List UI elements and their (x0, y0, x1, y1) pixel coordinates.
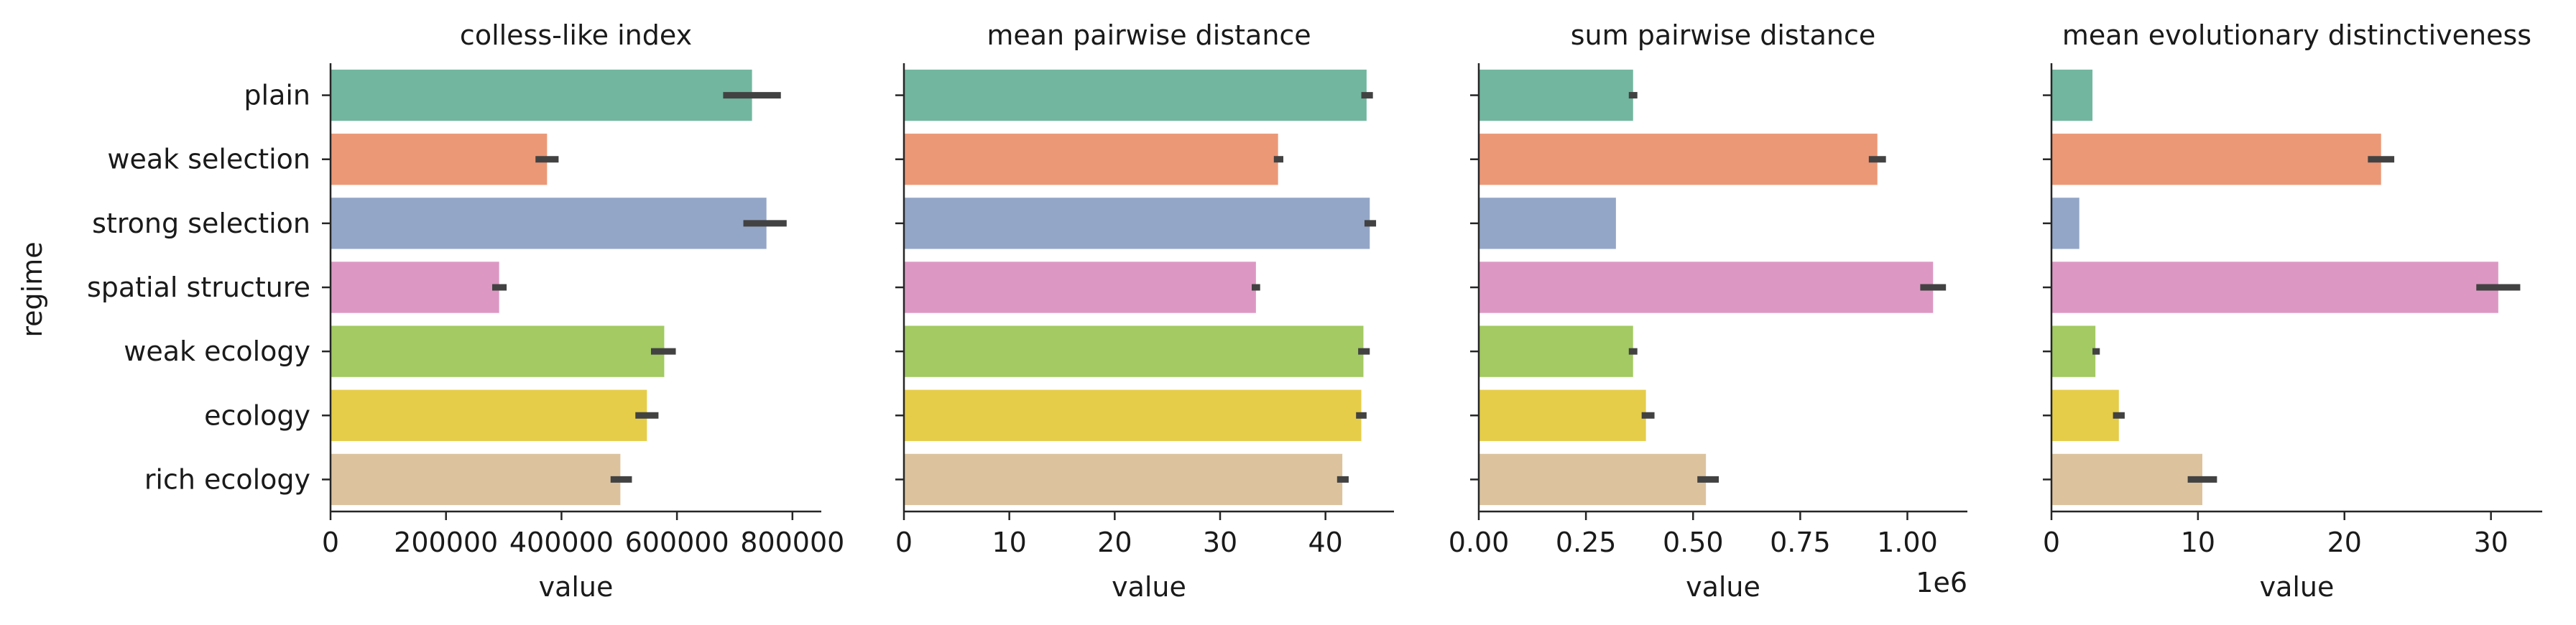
bar (331, 389, 647, 441)
bar (1479, 198, 1616, 249)
bar (2051, 261, 2498, 313)
x-tick-label: 40 (1308, 527, 1342, 558)
x-tick-label: 0.75 (1770, 527, 1831, 558)
y-axis-label: regime (17, 241, 48, 337)
bar (904, 261, 1256, 313)
bar (331, 69, 752, 121)
x-axis-label: value (2260, 571, 2335, 603)
bar (904, 69, 1367, 121)
y-tick-label: weak ecology (124, 335, 310, 367)
y-tick-label: strong selection (92, 208, 310, 239)
bar (1479, 69, 1633, 121)
y-tick-label: weak selection (107, 144, 310, 175)
bar (331, 453, 621, 506)
y-tick-label: ecology (204, 399, 310, 431)
y-tick-label: spatial structure (87, 272, 310, 303)
x-axis-label: value (1686, 571, 1760, 603)
x-tick-label: 30 (2473, 527, 2508, 558)
facet-title: sum pairwise distance (1571, 19, 1875, 51)
bar (904, 134, 1278, 185)
x-offset-label: 1e6 (1916, 567, 1967, 598)
x-tick-label: 10 (2181, 527, 2215, 558)
bar (2051, 325, 2096, 377)
bar (1479, 389, 1646, 441)
x-tick-label: 1.00 (1877, 527, 1938, 558)
facet-panel: colless-like index plain weak selection str… (87, 19, 844, 603)
bar (1479, 134, 1878, 185)
bar (904, 453, 1343, 506)
bar (2051, 134, 2381, 185)
x-tick-label: 20 (1097, 527, 1132, 558)
bar (2051, 389, 2119, 441)
x-tick-label: 400000 (509, 527, 614, 558)
x-tick-label: 0 (895, 527, 913, 558)
x-tick-label: 800000 (740, 527, 844, 558)
facet-panel: mean pairwise distance 0 10 20 30 40 value (895, 19, 1394, 603)
facet-title: colless-like index (460, 19, 692, 51)
x-tick-label: 0 (2043, 527, 2060, 558)
bar (1479, 261, 1934, 313)
facet-panel: mean evolutionary distinctiveness 0 10 20 30… (2043, 19, 2542, 603)
y-tick-label: plain (244, 80, 310, 111)
x-axis-label: value (539, 571, 614, 603)
x-tick-label: 0 (322, 527, 339, 558)
x-tick-label: 10 (992, 527, 1026, 558)
bar (2051, 69, 2093, 121)
facet-title: mean pairwise distance (987, 19, 1311, 51)
y-tick-label: rich ecology (144, 463, 310, 495)
x-tick-label: 600000 (625, 527, 729, 558)
bar (331, 325, 665, 377)
bar (1479, 325, 1633, 377)
x-tick-label: 30 (1203, 527, 1237, 558)
x-axis-label: value (1112, 571, 1186, 603)
bar (904, 389, 1362, 441)
bar (1479, 453, 1707, 506)
facet-panel: sum pairwise distance 0.00 0.25 0.50 0.75 1.0… (1449, 19, 1967, 603)
bar (2051, 198, 2079, 249)
bar (331, 261, 499, 313)
x-tick-label: 0.50 (1663, 527, 1724, 558)
bar (331, 198, 767, 249)
x-tick-label: 0.25 (1556, 527, 1617, 558)
x-tick-label: 0.00 (1449, 527, 1510, 558)
panels-group: colless-like index plain weak selection str… (87, 19, 2542, 603)
bar (904, 325, 1364, 377)
x-tick-label: 20 (2327, 527, 2362, 558)
bar (904, 198, 1370, 249)
bar (331, 134, 548, 185)
bar (2051, 453, 2202, 506)
facet-title: mean evolutionary distinctiveness (2062, 19, 2531, 51)
x-tick-label: 200000 (394, 527, 498, 558)
